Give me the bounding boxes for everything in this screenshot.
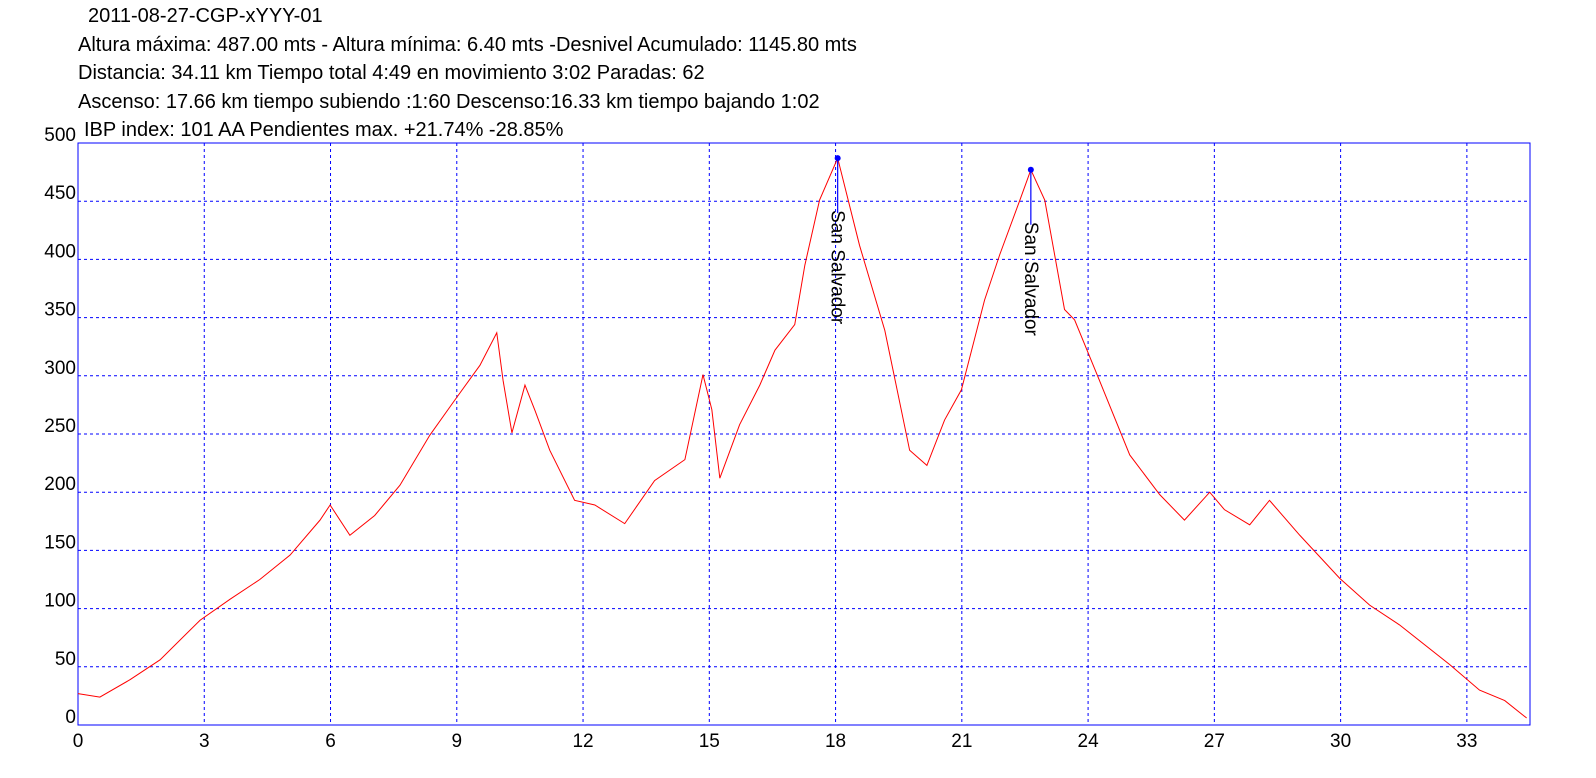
x-tick-label: 12 — [572, 731, 593, 752]
subtitle: Distancia: 34.11 km Tiempo total 4:49 en… — [78, 62, 705, 84]
annotation-label: San Salvador — [1020, 222, 1041, 337]
annotation-point — [834, 155, 841, 162]
y-tick-label: 100 — [44, 591, 76, 612]
y-tick-label: 250 — [44, 416, 76, 437]
y-tick-label: 350 — [44, 300, 76, 321]
x-tick-label: 30 — [1330, 731, 1351, 752]
plot-frame — [77, 142, 1531, 726]
x-tick-label: 21 — [951, 731, 972, 752]
x-tick-label: 33 — [1456, 731, 1477, 752]
y-tick-label: 450 — [44, 183, 76, 204]
y-tick-label: 500 — [44, 125, 76, 146]
x-tick-label: 9 — [451, 731, 462, 752]
chart-title: 2011-08-27-CGP-xYYY-01 — [88, 5, 323, 27]
x-tick-label: 6 — [325, 731, 336, 752]
y-tick-label: 150 — [44, 532, 76, 553]
x-tick-label: 15 — [699, 731, 720, 752]
y-tick-label: 400 — [44, 241, 76, 262]
y-tick-label: 200 — [44, 474, 76, 495]
x-tick-label: 24 — [1078, 731, 1100, 752]
x-tick-label: 27 — [1204, 731, 1225, 752]
subtitle: Altura máxima: 487.00 mts - Altura mínim… — [78, 34, 857, 56]
x-tick-label: 0 — [73, 731, 84, 752]
y-tick-label: 0 — [65, 707, 76, 728]
y-tick-label: 300 — [44, 358, 76, 379]
subtitle: Ascenso: 17.66 km tiempo subiendo :1:60 … — [78, 91, 820, 113]
annotation-point — [1027, 166, 1034, 173]
annotation-label: San Salvador — [827, 210, 848, 325]
y-tick-label: 50 — [55, 649, 76, 670]
subtitle: IBP index: 101 AA Pendientes max. +21.74… — [84, 119, 564, 141]
elevation-line — [77, 156, 1527, 719]
x-tick-label: 3 — [199, 731, 210, 752]
x-tick-label: 18 — [825, 731, 846, 752]
